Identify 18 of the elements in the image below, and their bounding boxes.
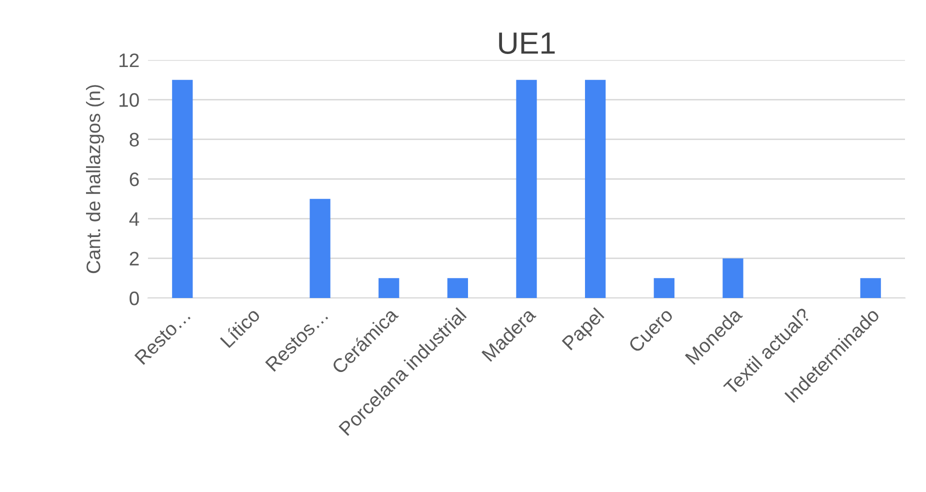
y-tick-label: 6 (130, 172, 139, 186)
bar (516, 80, 537, 298)
y-tick-label: 2 (130, 252, 139, 266)
bar (584, 80, 606, 298)
y-tick-label: 4 (129, 212, 140, 226)
y-axis-title: Cant. de hallazgos (n) (86, 85, 104, 274)
y-tick-label: 8 (130, 132, 139, 147)
y-tick-label: 0 (130, 291, 139, 306)
bar (860, 278, 881, 298)
bar (654, 278, 674, 298)
bar (310, 198, 330, 298)
y-tick-label: 10 (120, 93, 139, 107)
bar (172, 80, 193, 298)
y-tick-label: 12 (120, 53, 139, 68)
bar (722, 258, 744, 298)
bar (378, 278, 400, 298)
bar (447, 278, 468, 298)
chart-title: UE1 (499, 32, 555, 54)
